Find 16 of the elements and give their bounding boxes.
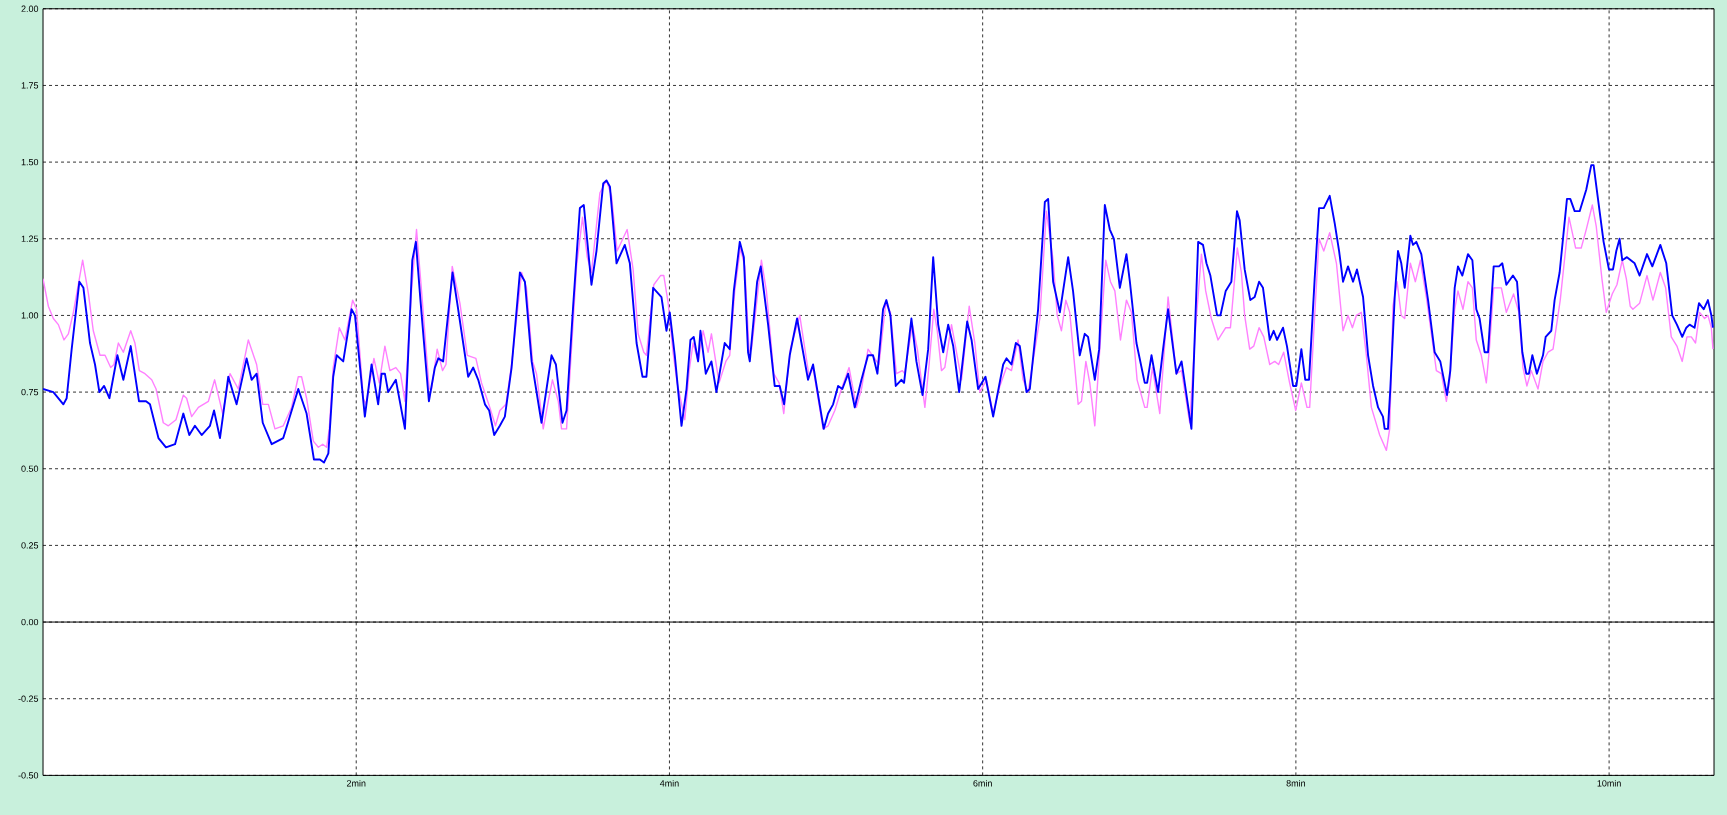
y-tick-label: 0.50: [21, 465, 39, 472]
y-tick-label: 1.50: [21, 158, 39, 166]
y-tick-label: 1.25: [21, 235, 39, 242]
y-tick-label: -0.25: [18, 695, 39, 702]
x-tick-label: 10min: [1597, 779, 1621, 787]
y-tick-label: 2.00: [21, 5, 39, 12]
y-tick-label: 1.00: [21, 312, 39, 319]
x-tick-label: 2min: [346, 779, 366, 787]
x-tick-label: 6min: [973, 779, 992, 787]
y-tick-label: 0.25: [21, 542, 39, 549]
y-tick-label: 0.00: [21, 618, 39, 626]
x-tick-label: 4min: [659, 779, 679, 787]
x-tick-label: 8min: [1286, 779, 1306, 787]
y-tick-label: 0.75: [21, 388, 39, 396]
y-tick-label: -0.50: [18, 772, 39, 779]
y-tick-label: 1.75: [21, 82, 39, 89]
